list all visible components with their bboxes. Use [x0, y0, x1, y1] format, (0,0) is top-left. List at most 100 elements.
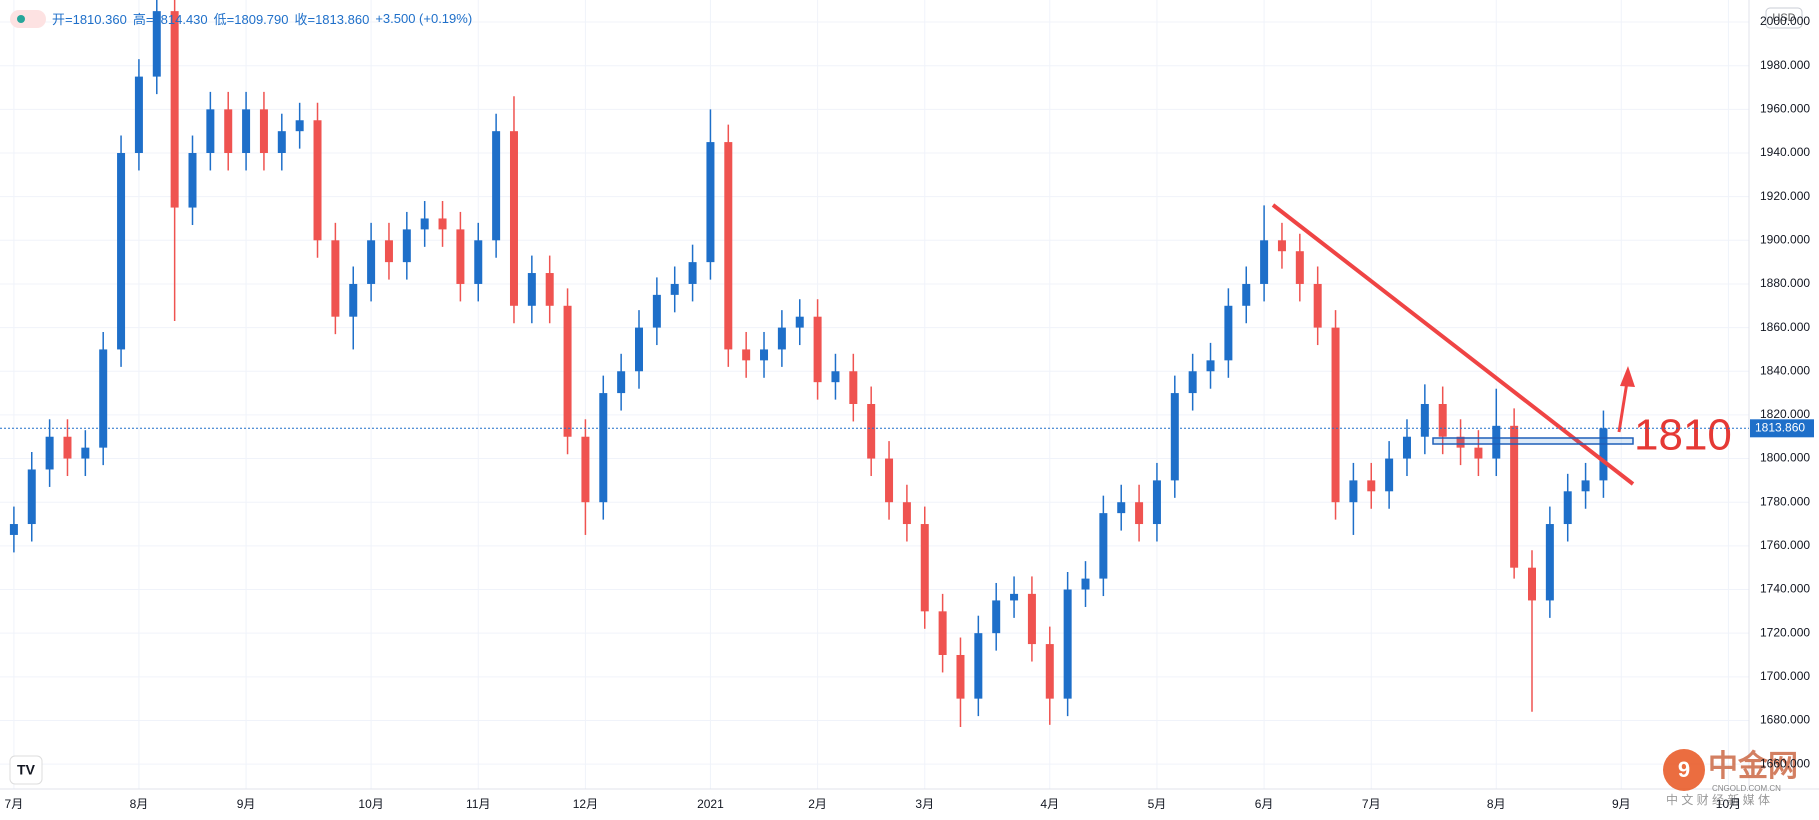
logo-tagline: 中 文 财 经 新 媒 体 [1666, 792, 1770, 807]
x-tick-label: 4月 [1040, 797, 1059, 811]
candle-body [1295, 251, 1304, 284]
header-item: +3.500 (+0.19%) [375, 11, 473, 26]
arrow-head [1620, 366, 1635, 387]
candle-body [134, 76, 143, 153]
candle-body [1188, 371, 1197, 394]
x-tick-label: 11月 [466, 797, 490, 811]
candle-body [902, 502, 911, 525]
candles [9, 0, 1608, 728]
candle-body [367, 240, 376, 284]
currency: USD [1772, 12, 1795, 24]
x-tick-label: 12月 [573, 797, 598, 811]
candle-body [760, 349, 769, 361]
x-tick-label: 7月 [5, 797, 24, 811]
x-tick-label: 9月 [1612, 797, 1631, 811]
candle-body [813, 316, 822, 383]
x-tick-label: 10月 [358, 797, 383, 811]
candle-body [635, 327, 643, 372]
candle-body [1367, 480, 1376, 492]
candle-body [1313, 283, 1322, 328]
y-tick-label: 1860.000 [1760, 320, 1810, 334]
candle-body [1492, 425, 1501, 459]
level-box [1432, 437, 1634, 445]
candle-body [1099, 513, 1108, 579]
x-tick-label: 10月 [1716, 797, 1741, 811]
candle-body [456, 229, 465, 284]
candle-body [1420, 403, 1429, 437]
candle-body [1528, 567, 1536, 601]
y-tick-label: 1720.000 [1760, 625, 1810, 639]
candle-body [777, 327, 786, 350]
y-tick-label: 1660.000 [1760, 756, 1810, 770]
candle-body [1063, 589, 1072, 699]
x-tick-label: 2021 [697, 797, 724, 811]
x-tick-label: 6月 [1255, 797, 1274, 811]
candle-body [509, 131, 518, 306]
candle-body [1206, 360, 1215, 372]
candle-body [688, 262, 697, 284]
candle-body [1027, 593, 1036, 645]
logo-icon-text: 9 [1678, 757, 1690, 782]
grid [0, 0, 1749, 789]
candle-body [384, 240, 393, 263]
candle-body [1563, 491, 1572, 525]
candle-body [563, 305, 572, 437]
candle-body [1277, 240, 1286, 252]
candle-body [545, 273, 554, 306]
candle-body [527, 273, 536, 306]
x-tick-label: 8月 [1487, 797, 1506, 811]
candle-body [1474, 447, 1483, 459]
y-tick-label: 1740.000 [1760, 582, 1810, 596]
candle-body [99, 349, 108, 448]
candle-body [1402, 436, 1411, 459]
candle-body [438, 218, 447, 230]
y-tick-label: 1900.000 [1760, 232, 1810, 246]
candle-body [45, 436, 54, 470]
y-tick-label: 1920.000 [1760, 189, 1810, 203]
candle-body [1581, 480, 1590, 492]
x-tick-label: 3月 [915, 797, 934, 811]
candle-body [117, 152, 126, 350]
x-tick-label: 9月 [237, 797, 256, 811]
header-item: 开=1810.360 [52, 12, 127, 27]
series-icon[interactable] [10, 9, 46, 28]
candle-body [992, 600, 1001, 634]
candle-body [581, 436, 590, 503]
candle-body [331, 240, 340, 317]
last-price-box [1750, 419, 1814, 438]
candle-body [259, 109, 268, 153]
currency-box[interactable] [1765, 7, 1803, 29]
candle-body [1117, 502, 1126, 514]
candle-body [1152, 480, 1161, 525]
candle-body [1331, 327, 1340, 503]
candle-body [81, 447, 90, 459]
candle-body [1081, 578, 1090, 590]
candle-body [27, 469, 36, 525]
candle-body [420, 218, 429, 230]
candle-body [742, 349, 751, 361]
arrow [1617, 381, 1629, 433]
candle-body [599, 393, 608, 503]
candle-body [938, 611, 947, 655]
candle-body [1438, 403, 1447, 437]
y-tick-label: 1780.000 [1760, 494, 1810, 508]
y-tick-label: 1940.000 [1760, 145, 1810, 159]
candle-body [1545, 524, 1554, 601]
candle-body [1260, 240, 1269, 284]
y-tick-label: 2000.000 [1760, 14, 1810, 28]
candle-body [652, 294, 661, 328]
candle-body [617, 371, 626, 394]
legend-header: 开=1810.360 高=1814.430 低=1809.790 收=1813.860… [10, 9, 472, 28]
candle-body [724, 142, 733, 350]
candle-body [1349, 480, 1358, 503]
candle-body [492, 131, 501, 241]
candle-body [885, 458, 894, 503]
x-tick-label: 5月 [1148, 797, 1167, 811]
logo-url: CNGOLD.COM.CN [1712, 784, 1781, 793]
y-tick-label: 1840.000 [1760, 363, 1810, 377]
candle-body [670, 283, 679, 295]
candle-body [867, 403, 876, 459]
tv-logo-text: TV [17, 762, 36, 778]
